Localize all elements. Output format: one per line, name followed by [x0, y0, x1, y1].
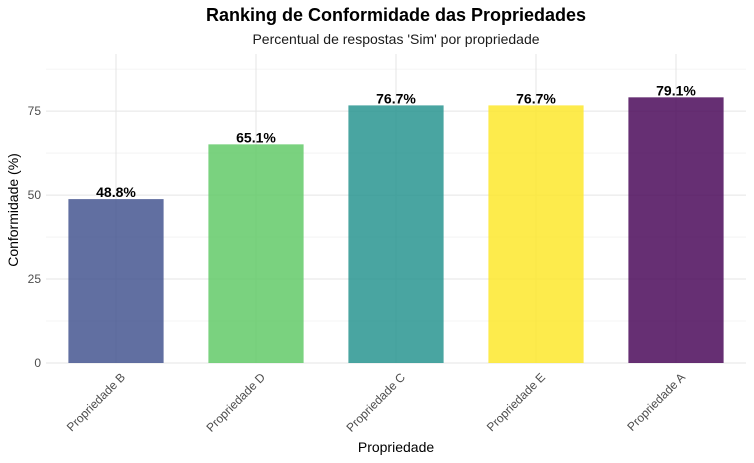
bars-group	[68, 97, 724, 363]
x-axis-title: Propriedade	[358, 439, 434, 455]
y-tick-labels: 0 25 50 75	[28, 104, 42, 370]
data-label: 79.1%	[656, 82, 696, 98]
chart-subtitle: Percentual de respostas 'Sim' por propri…	[252, 31, 539, 47]
y-tick-label: 50	[28, 188, 42, 202]
bar	[488, 105, 584, 363]
chart-title: Ranking de Conformidade das Propriedades	[206, 5, 586, 25]
data-label: 76.7%	[376, 90, 416, 106]
y-tick-label: 75	[28, 104, 42, 118]
bar	[68, 199, 164, 363]
bar	[628, 97, 724, 363]
data-label: 48.8%	[96, 184, 136, 200]
y-tick-label: 25	[28, 272, 42, 286]
data-labels: 48.8% 65.1% 76.7% 76.7% 79.1%	[96, 82, 696, 200]
bar	[208, 144, 304, 363]
bar	[348, 105, 444, 363]
data-label: 76.7%	[516, 90, 556, 106]
y-axis-title: Conformidade (%)	[5, 153, 21, 267]
data-label: 65.1%	[236, 129, 276, 145]
y-tick-label: 0	[34, 356, 41, 370]
